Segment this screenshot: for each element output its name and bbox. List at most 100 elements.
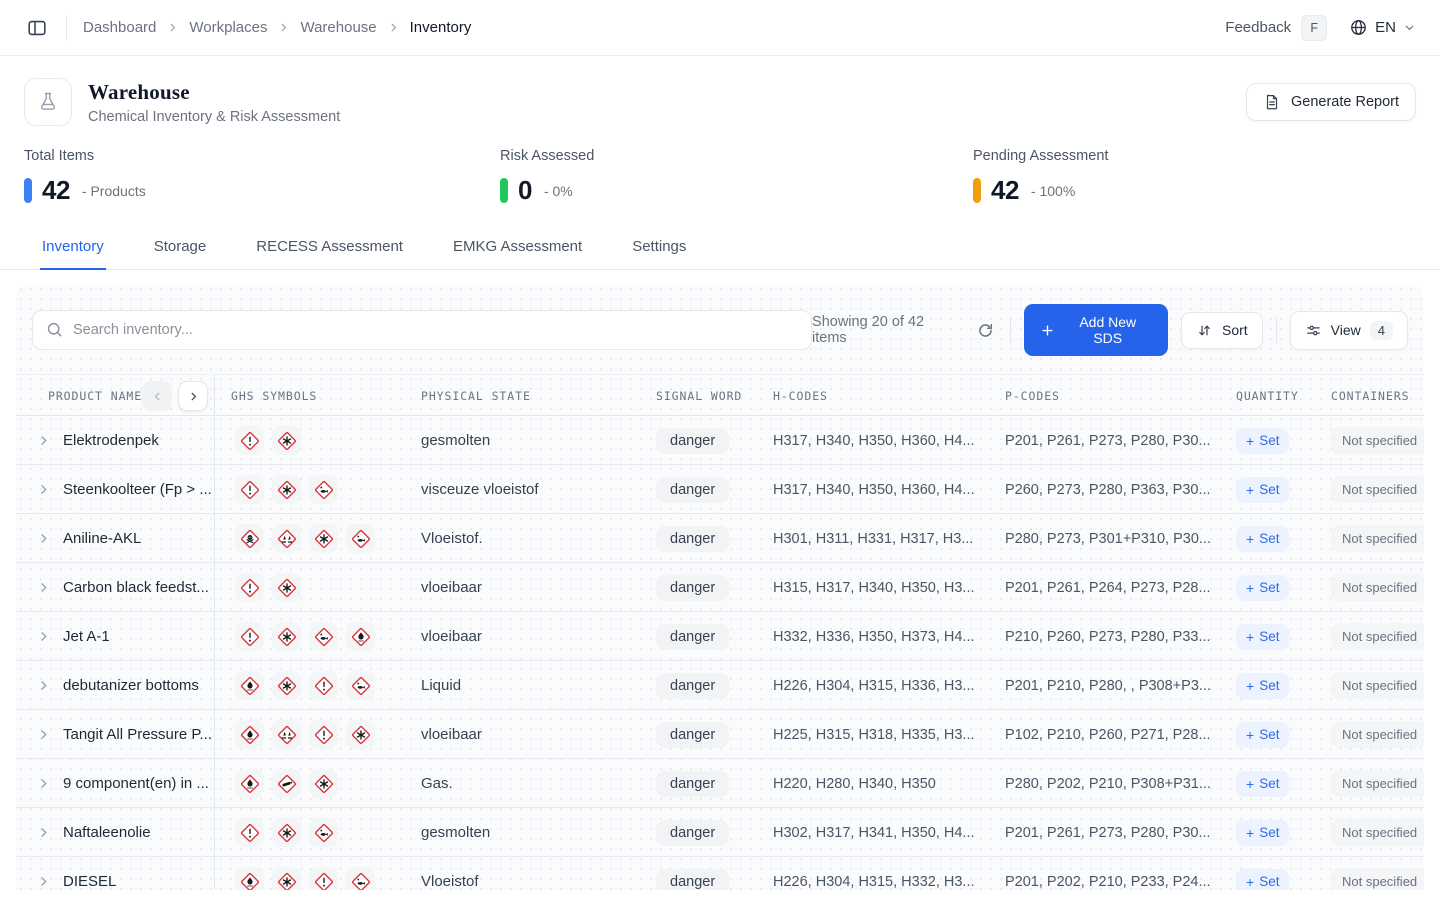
tab-emkg-assessment[interactable]: EMKG Assessment: [451, 226, 584, 270]
language-selector[interactable]: EN: [1349, 18, 1416, 37]
set-quantity-button[interactable]: + Set: [1236, 574, 1290, 601]
exclamation-pictogram: [235, 426, 264, 455]
plus-icon: +: [1246, 530, 1255, 547]
table-row[interactable]: Elektrodenpek gesmolten danger H317, H34…: [16, 416, 1424, 465]
set-quantity-button[interactable]: + Set: [1236, 721, 1290, 748]
containers-value: Not specified: [1331, 721, 1424, 748]
set-quantity-button[interactable]: + Set: [1236, 819, 1290, 846]
containers-value: Not specified: [1331, 770, 1424, 797]
row-expand-chevron-icon[interactable]: [36, 727, 51, 742]
flame-pictogram: [235, 671, 264, 700]
sort-label: Sort: [1222, 322, 1248, 338]
stat-suffix: - 100%: [1030, 182, 1076, 199]
set-quantity-label: Set: [1259, 825, 1280, 840]
plus-icon: +: [1246, 824, 1255, 841]
signal-word-badge: danger: [656, 672, 730, 699]
column-physical-state: PHYSICAL STATE: [421, 389, 531, 403]
product-name: Naftaleenolie: [63, 824, 151, 841]
signal-word-badge: danger: [656, 623, 730, 650]
table-row[interactable]: Jet A-1 vloeibaar danger H332, H336, H35…: [16, 612, 1424, 661]
set-quantity-button[interactable]: + Set: [1236, 476, 1290, 503]
breadcrumb-workplaces[interactable]: Workplaces: [189, 19, 268, 36]
product-name: debutanizer bottoms: [63, 677, 199, 694]
set-quantity-button[interactable]: + Set: [1236, 770, 1290, 797]
set-quantity-button[interactable]: + Set: [1236, 623, 1290, 650]
row-expand-chevron-icon[interactable]: [36, 629, 51, 644]
table-row[interactable]: Carbon black feedst... vloeibaar danger …: [16, 563, 1424, 612]
product-name: DIESEL: [63, 873, 117, 890]
h-codes: H226, H304, H315, H336, H3...: [773, 677, 975, 694]
table-row[interactable]: Steenkoolteer (Fp > ... visceuze vloeist…: [16, 465, 1424, 514]
p-codes: P201, P261, P264, P273, P28...: [1005, 579, 1211, 596]
table-row[interactable]: 9 component(en) in ... Gas. danger H220,…: [16, 759, 1424, 808]
product-name: Steenkoolteer (Fp > ...: [63, 481, 212, 498]
set-quantity-button[interactable]: + Set: [1236, 525, 1290, 552]
containers-value: Not specified: [1331, 672, 1424, 699]
search-input[interactable]: [32, 310, 813, 350]
tab-inventory[interactable]: Inventory: [40, 226, 106, 270]
columns-prev-button[interactable]: [142, 381, 173, 411]
p-codes: P280, P202, P210, P308+P31...: [1005, 775, 1211, 792]
h-codes: H226, H304, H315, H332, H3...: [773, 873, 975, 890]
view-button[interactable]: View 4: [1289, 310, 1408, 350]
table-header: PRODUCT NAME GHS SYMBOLS PHYSICAL STATE …: [16, 374, 1424, 417]
column-containers: CONTAINERS: [1331, 389, 1410, 403]
signal-word-badge: danger: [656, 721, 730, 748]
health-hazard-pictogram: [309, 524, 338, 553]
table-row[interactable]: Tangit All Pressure P... vloeibaar dange…: [16, 710, 1424, 759]
set-quantity-button[interactable]: + Set: [1236, 672, 1290, 699]
health-hazard-pictogram: [272, 622, 301, 651]
exclamation-pictogram: [235, 475, 264, 504]
table-row[interactable]: Aniline-AKL Vloeistof. danger H301, H311…: [16, 514, 1424, 563]
ghs-symbols-cell: [215, 867, 405, 890]
add-new-sds-button[interactable]: Add New SDS: [1024, 304, 1168, 356]
stat-suffix: - 0%: [543, 182, 573, 199]
product-name: 9 component(en) in ...: [63, 775, 209, 792]
chevron-right-icon: [166, 21, 179, 34]
signal-word-badge: danger: [656, 819, 730, 846]
p-codes: P210, P260, P273, P280, P33...: [1005, 628, 1211, 645]
table-row[interactable]: DIESEL Vloeistof danger H226, H304, H315…: [16, 857, 1424, 890]
column-ghs-symbols: GHS SYMBOLS: [231, 389, 318, 403]
row-expand-chevron-icon[interactable]: [36, 874, 51, 889]
physical-state: Gas.: [421, 775, 453, 792]
sort-button[interactable]: Sort: [1181, 311, 1263, 349]
row-expand-chevron-icon[interactable]: [36, 482, 51, 497]
sort-arrows-icon: [1196, 322, 1213, 339]
chevron-right-icon: [277, 21, 290, 34]
columns-next-button[interactable]: [178, 381, 209, 411]
containers-value: Not specified: [1331, 476, 1424, 503]
set-quantity-label: Set: [1259, 678, 1280, 693]
physical-state: vloeibaar: [421, 579, 482, 596]
tab-storage[interactable]: Storage: [152, 226, 209, 270]
set-quantity-button[interactable]: + Set: [1236, 868, 1290, 890]
row-expand-chevron-icon[interactable]: [36, 531, 51, 546]
feedback-button[interactable]: Feedback F: [1225, 14, 1328, 41]
row-expand-chevron-icon[interactable]: [36, 580, 51, 595]
table-body: Elektrodenpek gesmolten danger H317, H34…: [16, 416, 1424, 890]
set-quantity-label: Set: [1259, 776, 1280, 791]
refresh-button[interactable]: [974, 319, 997, 342]
breadcrumb-dashboard[interactable]: Dashboard: [83, 19, 157, 36]
ghs-symbols-cell: [215, 622, 405, 651]
sidebar-toggle-button[interactable]: [24, 15, 50, 41]
row-expand-chevron-icon[interactable]: [36, 433, 51, 448]
feedback-label: Feedback: [1225, 19, 1292, 36]
row-expand-chevron-icon[interactable]: [36, 776, 51, 791]
physical-state: vloeibaar: [421, 628, 482, 645]
environment-pictogram: [346, 867, 375, 890]
tab-settings[interactable]: Settings: [630, 226, 688, 270]
row-expand-chevron-icon[interactable]: [36, 825, 51, 840]
set-quantity-button[interactable]: + Set: [1236, 427, 1290, 454]
table-row[interactable]: debutanizer bottoms Liquid danger H226, …: [16, 661, 1424, 710]
stat-value: 42: [42, 175, 70, 205]
signal-word-badge: danger: [656, 525, 730, 552]
row-expand-chevron-icon[interactable]: [36, 678, 51, 693]
exclamation-pictogram: [309, 671, 338, 700]
tab-recess-assessment[interactable]: RECESS Assessment: [254, 226, 405, 270]
plus-icon: +: [1246, 579, 1255, 596]
breadcrumb-warehouse[interactable]: Warehouse: [300, 19, 377, 36]
table-row[interactable]: Naftaleenolie gesmolten danger H302, H31…: [16, 808, 1424, 857]
generate-report-button[interactable]: Generate Report: [1245, 83, 1416, 121]
plus-icon: +: [1246, 628, 1255, 645]
